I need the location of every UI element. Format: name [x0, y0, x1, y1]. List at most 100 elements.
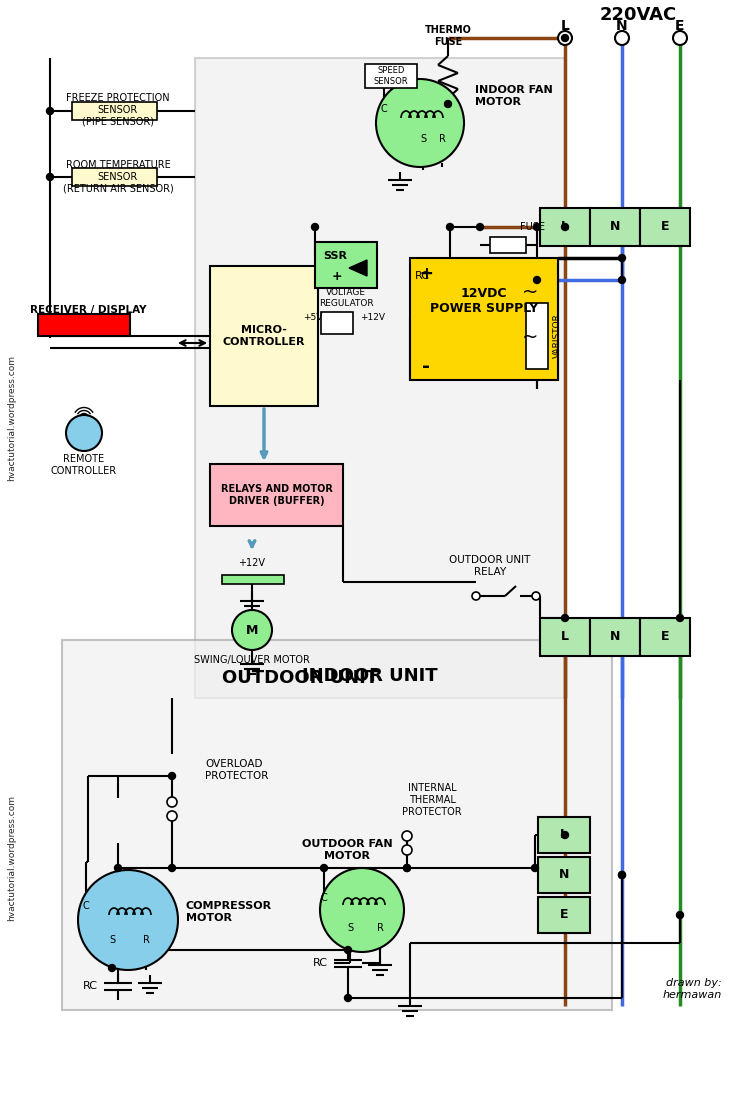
Circle shape: [320, 864, 328, 872]
Text: N: N: [610, 221, 620, 234]
Circle shape: [562, 831, 568, 839]
Text: +5V: +5V: [303, 314, 322, 323]
Bar: [315, 242, 377, 288]
Circle shape: [320, 869, 404, 952]
Circle shape: [534, 277, 540, 283]
Polygon shape: [349, 260, 367, 276]
Bar: [590, 208, 640, 246]
Circle shape: [558, 31, 572, 45]
Text: 12VDC
POWER SUPPLY: 12VDC POWER SUPPLY: [430, 287, 538, 315]
Text: RECEIVER / DISPLAY: RECEIVER / DISPLAY: [29, 305, 146, 315]
Bar: [210, 266, 318, 406]
Text: 220VAC: 220VAC: [599, 5, 676, 24]
Bar: [365, 64, 417, 88]
Text: hvactutorial.wordpress.com: hvactutorial.wordpress.com: [7, 355, 16, 481]
Text: ~: ~: [522, 328, 538, 347]
Text: SSR: SSR: [323, 251, 347, 261]
Bar: [72, 102, 157, 120]
Text: L: L: [561, 630, 569, 643]
Circle shape: [403, 864, 411, 872]
Text: R: R: [439, 134, 445, 144]
Circle shape: [532, 592, 540, 600]
Circle shape: [108, 964, 116, 972]
Circle shape: [169, 773, 175, 780]
Circle shape: [344, 946, 352, 953]
Circle shape: [115, 864, 121, 872]
Text: SWING/LOUVER MOTOR: SWING/LOUVER MOTOR: [194, 656, 310, 665]
Text: OUTDOOR UNIT: OUTDOOR UNIT: [222, 669, 378, 687]
Bar: [590, 618, 640, 656]
Circle shape: [618, 872, 626, 878]
Text: OUTDOOR UNIT
RELAY: OUTDOOR UNIT RELAY: [449, 556, 531, 576]
Text: +: +: [332, 269, 342, 282]
Text: SPEED
SENSOR: SPEED SENSOR: [374, 66, 408, 86]
Circle shape: [447, 224, 453, 231]
Text: -: -: [422, 357, 430, 376]
Text: RELAYS AND MOTOR
DRIVER (BUFFER): RELAYS AND MOTOR DRIVER (BUFFER): [221, 484, 333, 506]
Circle shape: [232, 610, 272, 650]
Bar: [195, 58, 565, 698]
Bar: [38, 314, 130, 336]
Text: REMOTE
CONTROLLER: REMOTE CONTROLLER: [51, 455, 117, 475]
Circle shape: [676, 615, 684, 621]
Circle shape: [618, 277, 626, 283]
Circle shape: [445, 101, 451, 108]
Text: E: E: [661, 221, 669, 234]
Text: +12V: +12V: [361, 314, 386, 323]
Text: RC: RC: [415, 271, 430, 281]
Text: L: L: [560, 829, 568, 841]
Text: RC: RC: [83, 981, 98, 991]
Circle shape: [618, 872, 626, 878]
Bar: [640, 208, 690, 246]
Bar: [62, 640, 612, 1010]
Bar: [640, 618, 690, 656]
Text: S: S: [109, 935, 115, 945]
Circle shape: [676, 911, 684, 919]
Circle shape: [531, 864, 539, 872]
Text: ~: ~: [522, 282, 538, 302]
Circle shape: [562, 34, 568, 42]
Text: VARISTOR: VARISTOR: [553, 314, 562, 358]
Bar: [490, 237, 526, 253]
Bar: [72, 168, 157, 186]
Bar: [410, 258, 558, 380]
Circle shape: [376, 79, 464, 167]
Text: +12V: +12V: [238, 558, 266, 568]
Circle shape: [167, 811, 177, 821]
Text: INDOOR UNIT: INDOOR UNIT: [302, 666, 438, 685]
Circle shape: [169, 864, 175, 872]
Text: N: N: [559, 869, 569, 882]
Circle shape: [66, 415, 102, 451]
Bar: [538, 897, 590, 933]
Text: N: N: [616, 19, 628, 33]
Circle shape: [618, 255, 626, 261]
Text: +: +: [419, 265, 433, 283]
Circle shape: [46, 173, 54, 180]
Text: THERMO
FUSE: THERMO FUSE: [425, 25, 472, 47]
Circle shape: [615, 31, 629, 45]
Circle shape: [476, 224, 484, 231]
Bar: [222, 575, 284, 584]
Bar: [540, 208, 590, 246]
Text: INDOOR FAN
MOTOR: INDOOR FAN MOTOR: [475, 86, 553, 107]
Text: E: E: [560, 908, 568, 921]
Text: E: E: [661, 630, 669, 643]
Circle shape: [562, 224, 568, 231]
Circle shape: [673, 31, 687, 45]
Circle shape: [402, 831, 412, 841]
Circle shape: [403, 864, 411, 872]
Circle shape: [344, 995, 352, 1001]
Bar: [540, 618, 590, 656]
Text: L: L: [561, 221, 569, 234]
Bar: [321, 312, 353, 334]
Text: drawn by:
hermawan: drawn by: hermawan: [662, 978, 722, 1000]
Text: OUTDOOR FAN
MOTOR: OUTDOOR FAN MOTOR: [302, 839, 392, 861]
Text: R: R: [377, 923, 383, 933]
Text: COMPRESSOR
MOTOR: COMPRESSOR MOTOR: [186, 901, 272, 922]
Text: R: R: [143, 935, 149, 945]
Bar: [210, 464, 343, 526]
Circle shape: [78, 870, 178, 970]
Text: S: S: [420, 134, 426, 144]
Circle shape: [167, 797, 177, 807]
Text: FUSE: FUSE: [520, 222, 545, 232]
